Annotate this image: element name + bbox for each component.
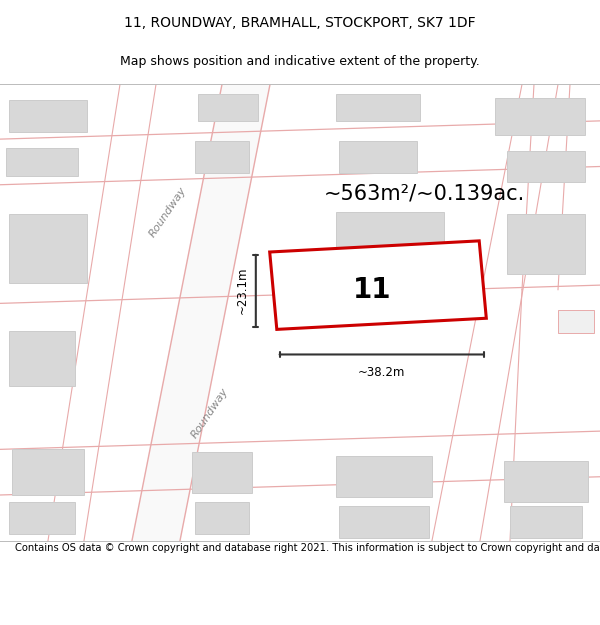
- Text: 11, ROUNDWAY, BRAMHALL, STOCKPORT, SK7 1DF: 11, ROUNDWAY, BRAMHALL, STOCKPORT, SK7 1…: [124, 16, 476, 30]
- Polygon shape: [510, 506, 582, 538]
- Text: Map shows position and indicative extent of the property.: Map shows position and indicative extent…: [120, 55, 480, 68]
- Polygon shape: [339, 506, 429, 538]
- Polygon shape: [507, 214, 585, 274]
- Text: ~38.2m: ~38.2m: [358, 366, 405, 379]
- Polygon shape: [336, 94, 420, 121]
- Polygon shape: [269, 241, 487, 329]
- Polygon shape: [195, 502, 249, 534]
- Polygon shape: [9, 502, 75, 534]
- Text: Roundway: Roundway: [148, 185, 188, 239]
- Polygon shape: [336, 456, 432, 498]
- Polygon shape: [495, 98, 585, 134]
- Text: 11: 11: [353, 276, 391, 304]
- Polygon shape: [132, 84, 270, 541]
- Polygon shape: [507, 151, 585, 182]
- Text: Roundway: Roundway: [190, 386, 230, 440]
- Polygon shape: [9, 214, 87, 283]
- Polygon shape: [504, 461, 588, 502]
- Polygon shape: [192, 452, 252, 493]
- Polygon shape: [198, 94, 258, 121]
- Polygon shape: [6, 148, 78, 176]
- Text: ~563m²/~0.139ac.: ~563m²/~0.139ac.: [324, 184, 525, 204]
- Polygon shape: [558, 310, 594, 333]
- Polygon shape: [9, 101, 87, 132]
- Polygon shape: [339, 141, 417, 173]
- Polygon shape: [12, 449, 84, 495]
- Polygon shape: [336, 212, 444, 276]
- Polygon shape: [195, 141, 249, 173]
- Polygon shape: [9, 331, 75, 386]
- Text: Contains OS data © Crown copyright and database right 2021. This information is : Contains OS data © Crown copyright and d…: [15, 543, 600, 553]
- Text: ~23.1m: ~23.1m: [236, 267, 248, 314]
